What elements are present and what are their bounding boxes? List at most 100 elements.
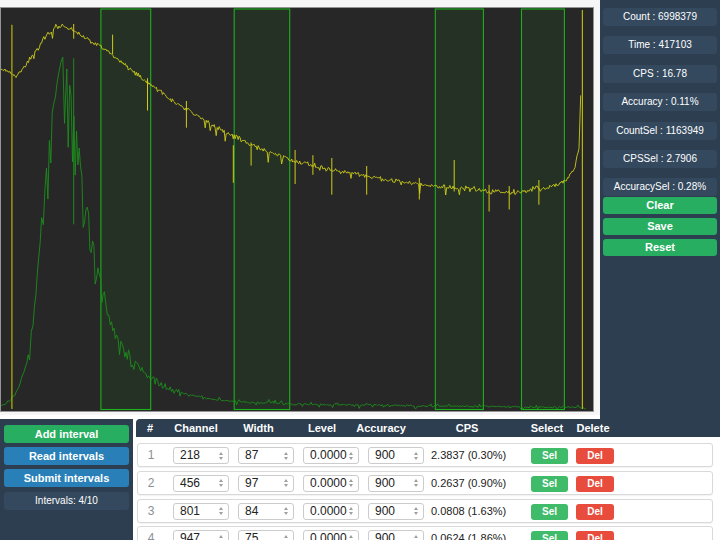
interval-band-3[interactable] bbox=[435, 9, 483, 410]
intervals-table: #ChannelWidthLevelAccuracyCPSSelectDelet… bbox=[136, 419, 720, 540]
col-header-delete: Delete bbox=[566, 419, 620, 437]
row-number: 4 bbox=[143, 527, 159, 540]
channel-input[interactable]: 456 bbox=[173, 475, 229, 492]
delete-interval-button[interactable]: Del bbox=[576, 476, 614, 492]
save-button[interactable]: Save bbox=[603, 218, 717, 235]
level-input[interactable]: 0.0000 bbox=[303, 475, 359, 492]
stat-count: Count : 6998379 bbox=[603, 8, 717, 26]
cps-value: 0.0808 (1.63%) bbox=[431, 500, 506, 522]
spectrum-plot[interactable] bbox=[0, 7, 594, 412]
row-number: 3 bbox=[143, 500, 159, 522]
interval-row-2: 2 456 97 0.0000 900 0.2637 (0.90%) Sel Del bbox=[137, 471, 713, 495]
accuracy-input[interactable]: 900 bbox=[368, 503, 424, 520]
level-input[interactable]: 0.0000 bbox=[303, 503, 359, 520]
channel-input-value: 218 bbox=[180, 448, 200, 462]
width-input[interactable]: 97 bbox=[238, 475, 294, 492]
select-interval-button[interactable]: Sel bbox=[531, 476, 568, 492]
col-header-cps: CPS bbox=[438, 419, 496, 437]
accuracy-input-value: 900 bbox=[375, 531, 395, 540]
stat-cps: CPS : 16.78 bbox=[603, 65, 717, 83]
cps-value: 2.3837 (0.30%) bbox=[431, 444, 506, 466]
channel-input-value: 947 bbox=[180, 531, 200, 540]
col-header-channel: Channel bbox=[166, 419, 226, 437]
row-number: 1 bbox=[143, 444, 159, 466]
level-input[interactable]: 0.0000 bbox=[303, 447, 359, 464]
spinner-icon[interactable] bbox=[346, 531, 355, 540]
spinner-icon[interactable] bbox=[281, 476, 290, 491]
width-input[interactable]: 87 bbox=[238, 447, 294, 464]
level-input[interactable]: 0.0000 bbox=[303, 530, 359, 540]
table-header-row: #ChannelWidthLevelAccuracyCPSSelectDelet… bbox=[136, 419, 720, 437]
interval-row-1: 1 218 87 0.0000 900 2.3837 (0.30%) Sel Del bbox=[137, 443, 713, 467]
read-intervals-button[interactable]: Read intervals bbox=[4, 447, 129, 465]
add-interval-button[interactable]: Add interval bbox=[4, 425, 129, 443]
channel-input[interactable]: 218 bbox=[173, 447, 229, 464]
spinner-icon[interactable] bbox=[216, 531, 225, 540]
spinner-icon[interactable] bbox=[411, 476, 420, 491]
submit-intervals-button[interactable]: Submit intervals bbox=[4, 469, 129, 487]
clear-button[interactable]: Clear bbox=[603, 197, 717, 214]
cps-value: 0.2637 (0.90%) bbox=[431, 472, 506, 494]
spinner-icon[interactable] bbox=[346, 504, 355, 519]
accuracy-input[interactable]: 900 bbox=[368, 447, 424, 464]
stats-sidebar: Count : 6998379 Time : 417103 CPS : 16.78 A… bbox=[600, 0, 720, 419]
width-input-value: 84 bbox=[245, 504, 258, 518]
accuracy-input-value: 900 bbox=[375, 476, 395, 490]
width-input-value: 87 bbox=[245, 448, 258, 462]
stat-countsel: CountSel : 1163949 bbox=[603, 122, 717, 140]
spinner-icon[interactable] bbox=[216, 476, 225, 491]
channel-input-value: 456 bbox=[180, 476, 200, 490]
reset-button[interactable]: Reset bbox=[603, 239, 717, 256]
width-input[interactable]: 75 bbox=[238, 530, 294, 540]
spinner-icon[interactable] bbox=[411, 531, 420, 540]
col-header-num: # bbox=[142, 419, 158, 437]
level-input-value: 0.0000 bbox=[310, 504, 347, 518]
interval-band-4[interactable] bbox=[522, 9, 565, 410]
select-interval-button[interactable]: Sel bbox=[531, 531, 568, 540]
stat-time: Time : 417103 bbox=[603, 36, 717, 54]
interval-row-3: 3 801 84 0.0000 900 0.0808 (1.63%) Sel Del bbox=[137, 499, 713, 523]
delete-interval-button[interactable]: Del bbox=[576, 531, 614, 540]
spinner-icon[interactable] bbox=[411, 504, 420, 519]
col-header-width: Width bbox=[231, 419, 286, 437]
delete-interval-button[interactable]: Del bbox=[576, 504, 614, 520]
spinner-icon[interactable] bbox=[216, 504, 225, 519]
delete-interval-button[interactable]: Del bbox=[576, 448, 614, 464]
stat-cpssel: CPSSel : 2.7906 bbox=[603, 150, 717, 168]
spinner-icon[interactable] bbox=[411, 448, 420, 463]
width-input-value: 75 bbox=[245, 531, 258, 540]
spinner-icon[interactable] bbox=[216, 448, 225, 463]
spinner-icon[interactable] bbox=[346, 448, 355, 463]
accuracy-input-value: 900 bbox=[375, 504, 395, 518]
width-input[interactable]: 84 bbox=[238, 503, 294, 520]
spinner-icon[interactable] bbox=[346, 476, 355, 491]
stat-accuracysel: AccuracySel : 0.28% bbox=[603, 178, 717, 196]
accuracy-input[interactable]: 900 bbox=[368, 475, 424, 492]
interval-panel: Add interval Read intervals Submit interva… bbox=[0, 419, 133, 540]
row-number: 2 bbox=[143, 472, 159, 494]
col-header-accuracy: Accuracy bbox=[352, 419, 410, 437]
select-interval-button[interactable]: Sel bbox=[531, 504, 568, 520]
stat-accuracy: Accuracy : 0.11% bbox=[603, 93, 717, 111]
level-input-value: 0.0000 bbox=[310, 476, 347, 490]
width-input-value: 97 bbox=[245, 476, 258, 490]
accuracy-input[interactable]: 900 bbox=[368, 530, 424, 540]
spectrum-chart-card bbox=[0, 0, 600, 415]
channel-input-value: 801 bbox=[180, 504, 200, 518]
spinner-icon[interactable] bbox=[281, 448, 290, 463]
total-spectrum-line bbox=[1, 24, 581, 195]
channel-input[interactable]: 947 bbox=[173, 530, 229, 540]
accuracy-input-value: 900 bbox=[375, 448, 395, 462]
selected-spectrum-line bbox=[1, 57, 586, 409]
interval-band-1[interactable] bbox=[101, 9, 151, 410]
select-interval-button[interactable]: Sel bbox=[531, 448, 568, 464]
level-input-value: 0.0000 bbox=[310, 448, 347, 462]
spinner-icon[interactable] bbox=[281, 504, 290, 519]
cps-value: 0.0624 (1.86%) bbox=[431, 527, 506, 540]
channel-input[interactable]: 801 bbox=[173, 503, 229, 520]
spectrum-svg bbox=[1, 8, 593, 411]
interval-band-2[interactable] bbox=[234, 9, 290, 410]
interval-row-4: 4 947 75 0.0000 900 0.0624 (1.86%) Sel Del bbox=[137, 526, 713, 540]
col-header-level: Level bbox=[296, 419, 348, 437]
spinner-icon[interactable] bbox=[281, 531, 290, 540]
